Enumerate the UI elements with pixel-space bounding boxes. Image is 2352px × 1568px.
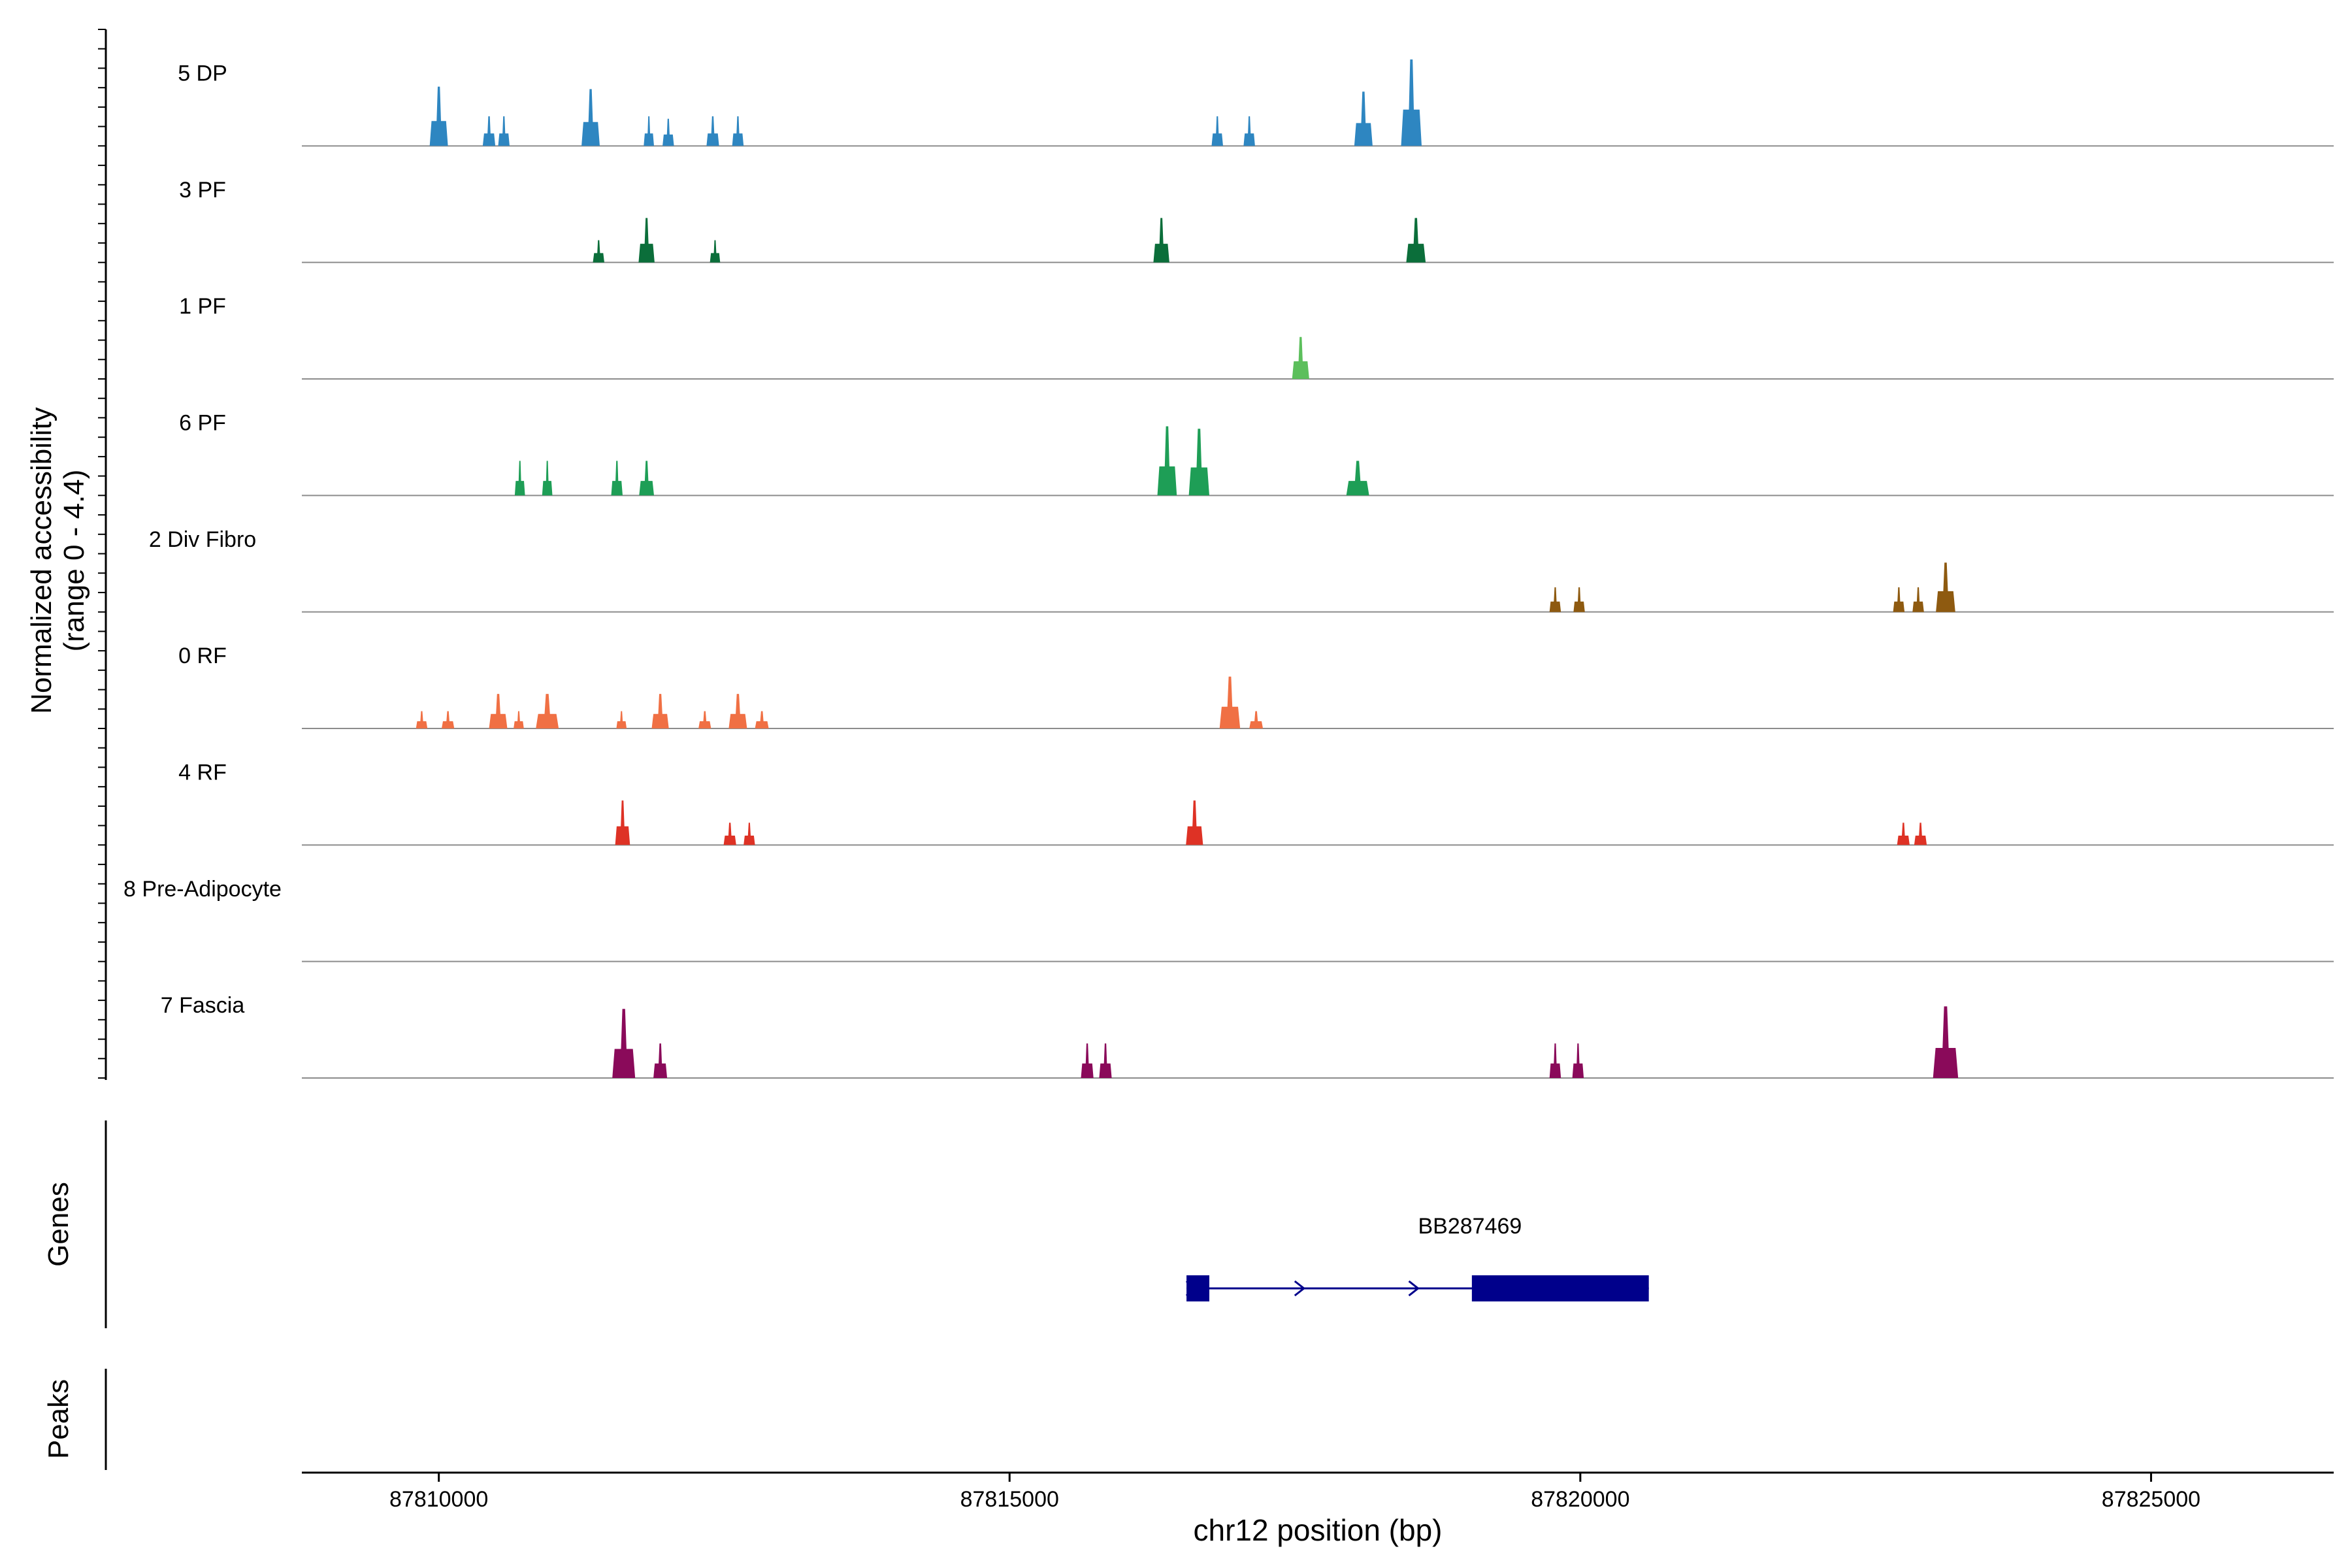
coverage-peak (1549, 587, 1561, 612)
strand-arrow (1294, 1280, 1306, 1297)
coverage-peak (1081, 1043, 1094, 1078)
track-1-pf: 1 PF (179, 294, 2334, 380)
coverage-peak (639, 461, 654, 496)
coverage-peak (1219, 676, 1241, 728)
coverage-peak (698, 711, 711, 728)
coverage-peak (611, 461, 623, 496)
track-label: 2 Div Fibro (149, 527, 256, 552)
accessibility-axis-ticks (98, 29, 106, 1079)
track-4-rf: 4 RF (178, 760, 2334, 846)
coverage-peak (615, 800, 630, 845)
coverage-peak (1211, 116, 1223, 146)
coverage-peak (429, 86, 448, 146)
track-label: 3 PF (179, 178, 226, 203)
y-axis-label-line2: (range 0 - 4.4) (58, 470, 90, 652)
track-7-fascia: 7 Fascia (161, 993, 2334, 1079)
peaks-panel-label: Peaks (42, 1379, 74, 1459)
x-tick-label: 87820000 (1531, 1487, 1629, 1512)
coverage-peak (1186, 800, 1203, 845)
track-label: 8 Pre-Adipocyte (123, 877, 282, 902)
track-2-div-fibro: 2 Div Fibro (149, 527, 2334, 613)
coverage-peak (1936, 563, 1955, 612)
coverage-peak (1188, 429, 1209, 496)
strand-arrow (1185, 1280, 1198, 1297)
coverage-peak (653, 1043, 668, 1078)
coverage-peak (651, 694, 669, 728)
coverage-peak (638, 218, 655, 263)
coverage-peak (1572, 1043, 1584, 1078)
coverage-peak (755, 711, 769, 728)
coverage-peak (416, 711, 428, 728)
coverage-peak (498, 116, 510, 146)
track-label: 5 DP (178, 61, 227, 86)
coverage-peak (1292, 336, 1309, 379)
track-8-pre-adipocyte: 8 Pre-Adipocyte (123, 877, 2334, 962)
coverage-peak (1099, 1043, 1112, 1078)
coverage-peak (1401, 59, 1422, 146)
coverage-peak (1153, 218, 1169, 263)
x-axis-label: chr12 position (bp) (1194, 1513, 1443, 1547)
track-label: 1 PF (179, 294, 226, 319)
coverage-peak (732, 116, 744, 146)
coverage-peak (514, 711, 524, 728)
coverage-peak (489, 694, 508, 728)
coverage-peak (710, 240, 721, 263)
strand-arrow (1408, 1280, 1420, 1297)
coverage-peak (1157, 426, 1177, 496)
coverage-peak (1243, 116, 1255, 146)
track-6-pf: 6 PF (179, 410, 2334, 497)
coverage-peak (581, 89, 600, 146)
x-axis-ticks: 87810000 87815000 87820000 87825000 (389, 1473, 2200, 1512)
coverage-peak (616, 711, 627, 728)
track-5-dp: 5 DP (178, 59, 2334, 147)
coverage-peak (1354, 91, 1373, 146)
coverage-tracks: 5 DP 3 PF 1 PF 6 PF 2 Div Fibro 0 RF 4 RF 8 Pre… (123, 59, 2334, 1079)
coverage-peak (542, 461, 553, 496)
coverage-peak (1249, 711, 1264, 728)
track-0-rf: 0 RF (178, 644, 2334, 729)
coverage-peak (1933, 1006, 1959, 1078)
y-axis-label-line1: Normalized accessibility (25, 407, 57, 713)
coverage-peak (536, 694, 559, 728)
x-tick-label: 87815000 (960, 1487, 1059, 1512)
gene-annotation: BB287469 (1185, 1214, 1649, 1301)
track-label: 4 RF (178, 760, 227, 785)
coverage-peak (706, 116, 719, 146)
coverage-peak (1346, 461, 1369, 496)
track-3-pf: 3 PF (179, 178, 2334, 263)
coverage-peak (723, 823, 736, 845)
coverage-peak (1549, 1043, 1561, 1078)
coverage-peak (1893, 587, 1905, 612)
coverage-peak (442, 711, 455, 728)
coverage-peak (482, 116, 496, 146)
track-label: 7 Fascia (161, 993, 245, 1018)
coverage-peak (1573, 587, 1585, 612)
x-tick-label: 87825000 (2102, 1487, 2200, 1512)
track-label: 0 RF (178, 644, 227, 668)
coverage-peak (743, 823, 755, 845)
coverage-peak (1914, 823, 1927, 845)
coverage-peak (593, 240, 604, 263)
coverage-peak (1406, 218, 1426, 263)
gene-name-label: BB287469 (1418, 1214, 1522, 1239)
coverage-peak (514, 461, 525, 496)
genes-panel-label: Genes (42, 1182, 74, 1267)
coverage-peak (644, 116, 654, 146)
coverage-peak (662, 118, 674, 146)
track-label: 6 PF (179, 410, 226, 435)
coverage-peak (1897, 823, 1910, 845)
gene-exon (1186, 1275, 1210, 1301)
coverage-peak (728, 694, 747, 728)
x-tick-label: 87810000 (389, 1487, 488, 1512)
coverage-peak (1912, 587, 1924, 612)
gene-exon (1471, 1275, 1649, 1301)
coverage-peak (612, 1009, 636, 1078)
